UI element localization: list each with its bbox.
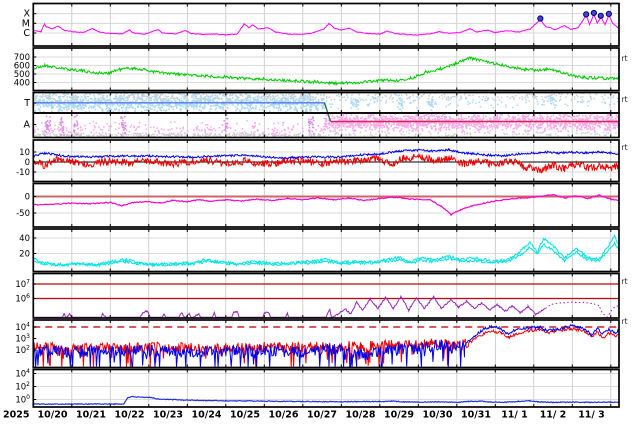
flare-event-marker — [597, 12, 604, 19]
date-label: 10/20 — [38, 410, 68, 421]
scatter-plasma-density — [59, 117, 65, 137]
scatter-plasma-density — [307, 116, 315, 135]
scatter-plasma-temperature — [396, 94, 404, 112]
date-label: 11/ 2 — [540, 410, 567, 421]
series-wind-speed — [33, 56, 620, 86]
date-label: 10/25 — [230, 410, 260, 421]
scatter-plasma-temperature — [350, 97, 360, 110]
year-label: 2025 — [3, 410, 29, 421]
ytick-label-xray-flux: M — [22, 18, 30, 29]
flare-event-marker — [583, 11, 590, 18]
date-label: 10/31 — [461, 410, 491, 421]
ytick-label-electron-flux: 107 — [15, 279, 30, 291]
ytick-label-imf-bt-bz: -10 — [16, 168, 30, 178]
panel-dst-index: 0 -50 — [16, 182, 620, 228]
date-label: 10/21 — [76, 410, 106, 421]
series-density-connector — [323, 102, 332, 122]
date-label: 11/ 3 — [578, 410, 605, 421]
ytick-label-electron-flux: 106 — [15, 293, 30, 305]
flare-event-marker — [605, 10, 612, 17]
date-label: 10/22 — [115, 410, 145, 421]
ytick-label-proton-flux: 104 — [15, 322, 30, 334]
series-bz — [33, 153, 620, 174]
series-index-sat2 — [33, 240, 620, 268]
flare-event-marker — [537, 15, 544, 22]
scatter-plasma-density — [120, 115, 127, 136]
ytick-label-solar-wind-speed: 400 — [14, 79, 30, 89]
date-label: 10/26 — [269, 410, 299, 421]
scatter-plasma-density — [223, 113, 229, 132]
ytick-label-proton-low-energy: 102 — [15, 381, 30, 393]
panel-imf-bt-bz: 100-10 — [16, 139, 620, 183]
series-bt — [33, 147, 620, 160]
ytick-label-dst-index: 0 — [25, 193, 30, 203]
series-protons-blue-quiet — [33, 338, 465, 367]
date-label: 11/ 1 — [501, 410, 528, 421]
panel-cyan-index: 40 20 — [19, 228, 620, 273]
realtime-label: rt — [622, 54, 628, 63]
date-label: 10/27 — [307, 410, 337, 421]
scatter-plasma-density — [324, 130, 617, 137]
ytick-label-proton-low-energy: 104 — [15, 368, 30, 380]
scatter-plasma-density — [44, 115, 52, 137]
panel-plasma-temperature: T — [23, 91, 620, 114]
ytick-label-xray-flux: C — [23, 28, 30, 39]
series-index-sat1 — [33, 234, 620, 267]
scatter-plasma-temperature — [549, 94, 558, 109]
series-electrons-dotted — [545, 301, 620, 318]
ytick-label-cyan-index: 20 — [19, 250, 30, 260]
date-label: 10/30 — [423, 410, 453, 421]
ytick-label-imf-bt-bz: 0 — [25, 158, 30, 168]
realtime-label: rt — [622, 95, 628, 104]
scatter-plasma-density — [73, 113, 79, 136]
series-protons-blue-storm — [464, 323, 620, 347]
panel-plasma-density: A — [24, 102, 620, 139]
ytick-label-dst-index: -50 — [16, 209, 30, 219]
series-dst — [33, 193, 620, 217]
ytick-label-solar-wind-speed: 700 — [14, 53, 30, 63]
series-goes-xray — [33, 13, 620, 36]
ytick-label-proton-flux: 102 — [15, 345, 30, 357]
scatter-plasma-density — [34, 131, 325, 137]
ytick-label-solar-wind-speed: 600 — [14, 62, 30, 72]
realtime-label: rt — [622, 317, 628, 326]
date-label: 10/28 — [346, 410, 376, 421]
flare-event-marker — [590, 9, 597, 17]
date-label: 10/23 — [153, 410, 183, 421]
ytick-label-plasma-temperature: T — [23, 98, 30, 109]
ytick-label-xray-flux: X — [23, 9, 30, 20]
date-label: 10/24 — [192, 410, 222, 421]
ytick-label-cyan-index: 40 — [19, 234, 30, 244]
ytick-label-imf-bt-bz: 10 — [19, 148, 30, 158]
ytick-label-solar-wind-speed: 500 — [14, 70, 30, 80]
scatter-plasma-temperature — [427, 99, 434, 111]
realtime-label: rt — [622, 143, 628, 152]
series-protons-low — [33, 395, 620, 406]
ytick-label-plasma-density: A — [24, 120, 31, 131]
panel-xray-flux: XMC — [22, 2, 620, 47]
ytick-label-proton-flux: 103 — [15, 333, 30, 345]
date-label: 10/29 — [384, 410, 414, 421]
realtime-label: rt — [622, 277, 628, 286]
ytick-label-proton-low-energy: 100 — [15, 394, 30, 406]
